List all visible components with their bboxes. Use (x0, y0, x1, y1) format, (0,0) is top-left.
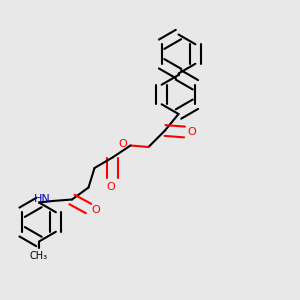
Text: CH₃: CH₃ (30, 250, 48, 260)
Text: O: O (119, 139, 128, 149)
Text: HN: HN (34, 194, 51, 204)
Text: O: O (92, 205, 100, 215)
Text: O: O (106, 182, 116, 192)
Text: O: O (187, 127, 196, 137)
